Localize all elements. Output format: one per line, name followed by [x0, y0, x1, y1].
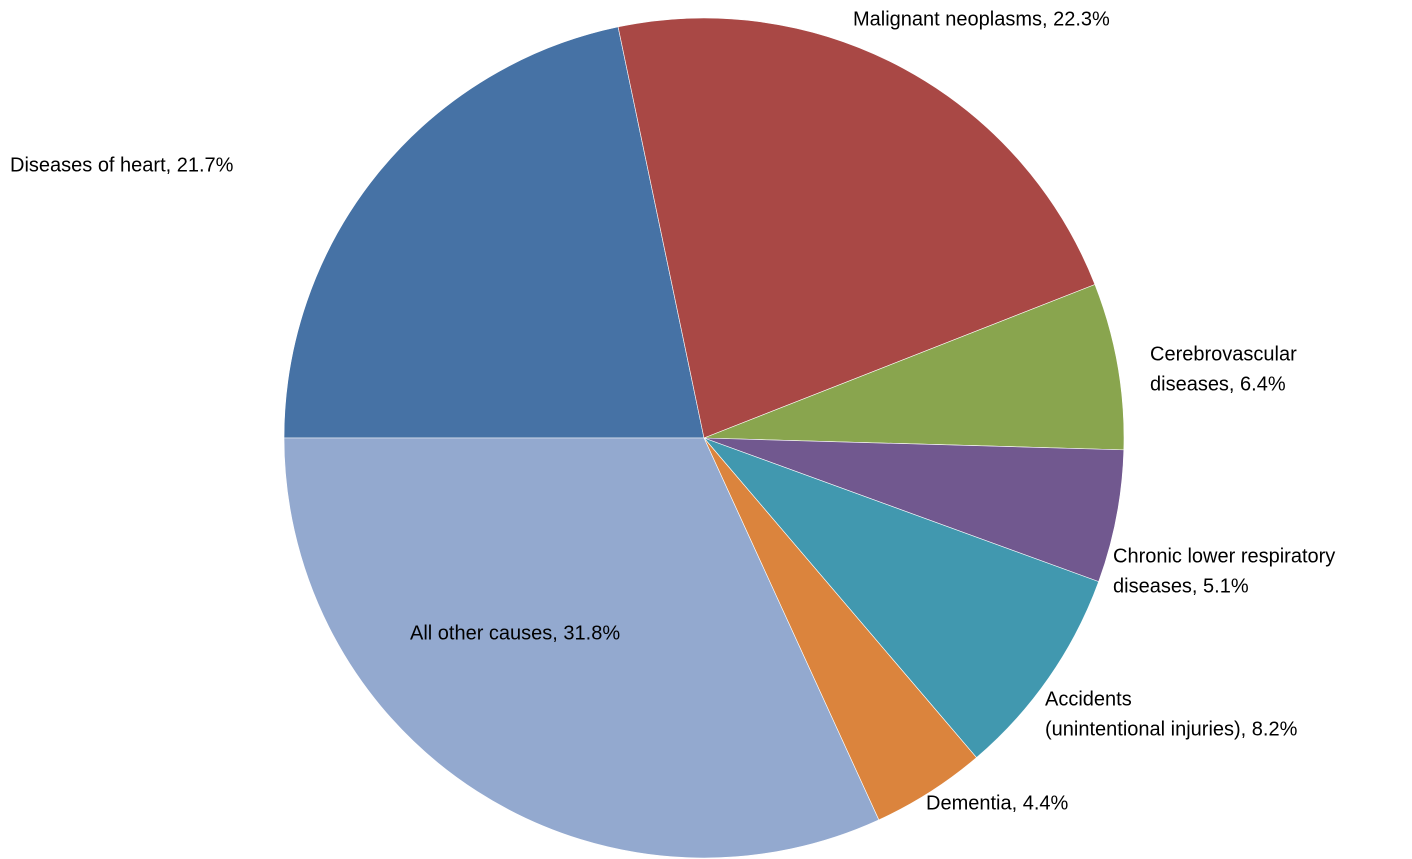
pie-slice: [703, 284, 1125, 451]
slice-label: diseases, 5.1%: [1113, 575, 1249, 597]
pie-slice: [283, 26, 705, 439]
pie-slice: [283, 437, 880, 859]
slice-label: Cerebrovascular: [1150, 343, 1297, 365]
pie-slice: [617, 17, 1096, 439]
slice-label: All other causes, 31.8%: [410, 622, 620, 644]
slice-label: Accidents: [1045, 688, 1132, 710]
slice-label: Dementia, 4.4%: [926, 792, 1069, 814]
slice-label: Malignant neoplasms, 22.3%: [853, 8, 1110, 30]
slice-label: (unintentional injuries), 8.2%: [1045, 718, 1298, 740]
pie-slice: [703, 437, 1100, 759]
slice-label: diseases, 6.4%: [1150, 373, 1286, 395]
slice-label: Diseases of heart, 21.7%: [10, 154, 234, 176]
slice-label: Chronic lower respiratory: [1113, 545, 1335, 567]
